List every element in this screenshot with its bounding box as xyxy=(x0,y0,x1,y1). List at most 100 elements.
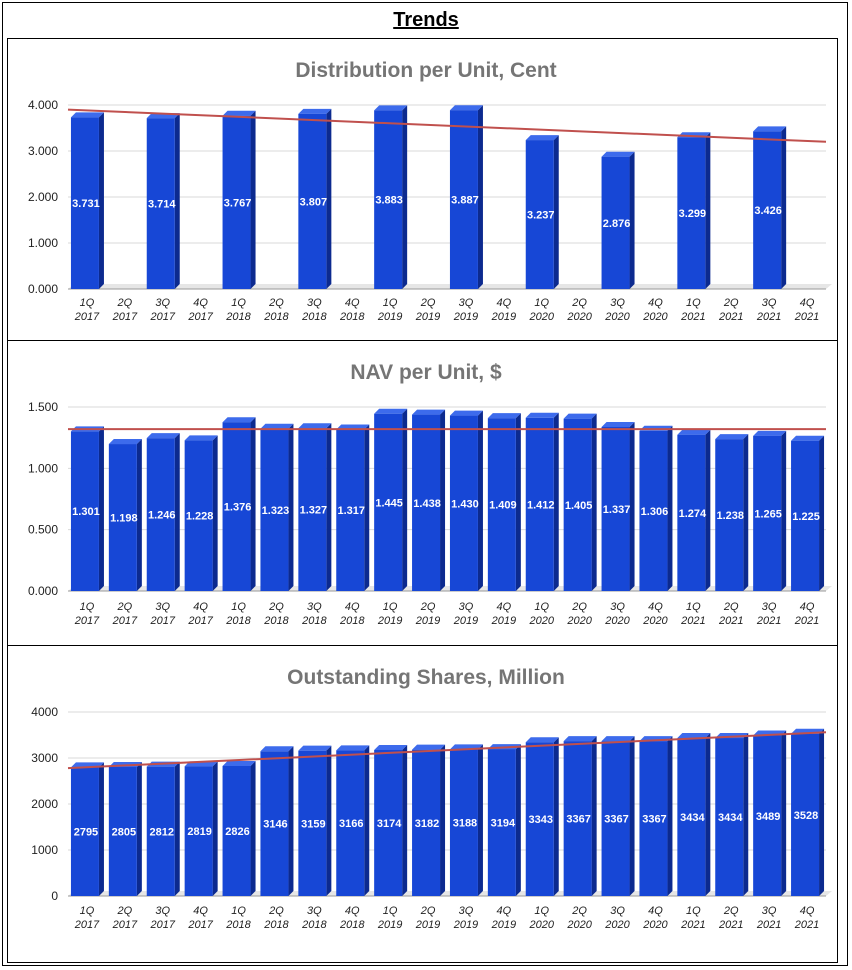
chart-panel-distribution: Distribution per Unit, Cent 0.000 1.000 2.0… xyxy=(7,38,838,341)
x-tick-year: 2019 xyxy=(415,311,440,323)
bar xyxy=(336,429,365,591)
bar-top xyxy=(601,421,635,427)
x-tick-year: 2020 xyxy=(642,311,668,323)
bar xyxy=(70,767,99,896)
x-tick-year: 2019 xyxy=(491,615,516,627)
bar xyxy=(184,766,213,896)
x-tick-quarter: 2Q xyxy=(420,297,436,309)
x-tick-year: 2019 xyxy=(377,615,402,627)
y-tick-label: 3.000 xyxy=(28,144,58,158)
data-label: 3.426 xyxy=(754,205,782,217)
bar xyxy=(449,110,478,289)
bar xyxy=(374,413,403,591)
x-tick-quarter: 1Q xyxy=(231,905,246,917)
bar-top xyxy=(260,423,294,429)
x-tick-year: 2018 xyxy=(263,919,289,931)
bar-top xyxy=(563,736,597,742)
bar-side xyxy=(98,112,104,290)
x-tick-year: 2020 xyxy=(604,311,630,323)
data-label: 3.883 xyxy=(375,195,403,207)
bar-side xyxy=(402,408,408,591)
data-label: 1.327 xyxy=(300,505,328,517)
data-label: 1.445 xyxy=(375,497,403,509)
bar-top xyxy=(336,745,370,751)
bar xyxy=(374,749,403,896)
x-tick-year: 2017 xyxy=(74,615,100,627)
bar-side xyxy=(515,413,521,591)
x-tick-year: 2018 xyxy=(263,311,289,323)
y-tick-label: 1.500 xyxy=(28,400,58,414)
x-tick-quarter: 2Q xyxy=(117,601,133,613)
bar-side xyxy=(250,110,256,289)
data-label: 2819 xyxy=(187,826,211,838)
x-tick-quarter: 4Q xyxy=(648,297,663,309)
x-tick-year: 2017 xyxy=(112,919,138,931)
x-tick-year: 2020 xyxy=(529,919,555,931)
bar-side xyxy=(705,132,711,289)
x-tick-year: 2019 xyxy=(491,919,516,931)
bar-top xyxy=(412,409,446,415)
bar-side xyxy=(136,439,142,591)
x-tick-year: 2017 xyxy=(150,311,176,323)
shares-chart: Outstanding Shares, Million 0 1000 2000 3000… xyxy=(31,666,832,931)
x-tick-year: 2017 xyxy=(187,919,213,931)
bar-top xyxy=(601,151,635,157)
bar-top xyxy=(374,105,408,111)
bar xyxy=(753,131,782,289)
x-tick-quarter: 3Q xyxy=(155,905,170,917)
bar xyxy=(222,766,251,896)
bar xyxy=(601,156,630,289)
bar xyxy=(715,738,744,896)
x-tick-quarter: 4Q xyxy=(193,297,208,309)
bar-top xyxy=(222,761,256,767)
bar-top xyxy=(525,135,559,141)
data-label: 1.405 xyxy=(565,500,593,512)
bar xyxy=(601,741,630,896)
x-tick-quarter: 2Q xyxy=(117,297,133,309)
bar-top xyxy=(374,744,408,750)
x-tick-quarter: 2Q xyxy=(571,905,587,917)
y-tick-label: 4.000 xyxy=(28,98,58,112)
x-tick-year: 2020 xyxy=(604,615,630,627)
bar xyxy=(146,118,175,289)
data-label: 3174 xyxy=(377,818,402,830)
bar xyxy=(70,431,99,591)
bar-side xyxy=(440,744,446,896)
bar-side xyxy=(781,730,787,896)
x-tick-year: 2021 xyxy=(794,919,819,931)
bar-side xyxy=(174,433,180,591)
x-tick-quarter: 1Q xyxy=(686,601,701,613)
bar xyxy=(108,766,137,896)
bar xyxy=(525,140,554,289)
x-tick-quarter: 4Q xyxy=(497,905,512,917)
bar-side xyxy=(440,409,446,591)
bar-side xyxy=(591,736,597,896)
bar-top xyxy=(791,435,825,441)
x-tick-quarter: 4Q xyxy=(345,297,360,309)
bar-side xyxy=(667,425,673,591)
data-label: 1.265 xyxy=(754,508,782,520)
y-tick-label: 2000 xyxy=(31,797,58,811)
bar-side xyxy=(250,761,256,896)
x-tick-quarter: 1Q xyxy=(231,601,246,613)
bar-side xyxy=(819,728,825,896)
distribution-chart: Distribution per Unit, Cent 0.000 1.000 2.0… xyxy=(28,59,832,323)
bar xyxy=(412,749,441,896)
bar xyxy=(222,422,251,591)
x-tick-quarter: 1Q xyxy=(534,905,549,917)
bar-top xyxy=(70,112,104,118)
bar-side xyxy=(477,105,483,289)
bar-side xyxy=(136,761,142,896)
data-label: 1.301 xyxy=(72,506,100,518)
bar xyxy=(639,741,668,896)
x-tick-year: 2020 xyxy=(604,919,630,931)
bar-top xyxy=(222,110,256,116)
bar xyxy=(184,440,213,591)
data-label: 3.807 xyxy=(300,196,328,208)
x-tick-year: 2018 xyxy=(339,919,365,931)
bar-side xyxy=(212,761,218,896)
bar xyxy=(374,110,403,289)
data-label: 3343 xyxy=(529,814,553,826)
y-tick-label: 1.000 xyxy=(28,461,58,475)
x-tick-year: 2019 xyxy=(453,919,478,931)
